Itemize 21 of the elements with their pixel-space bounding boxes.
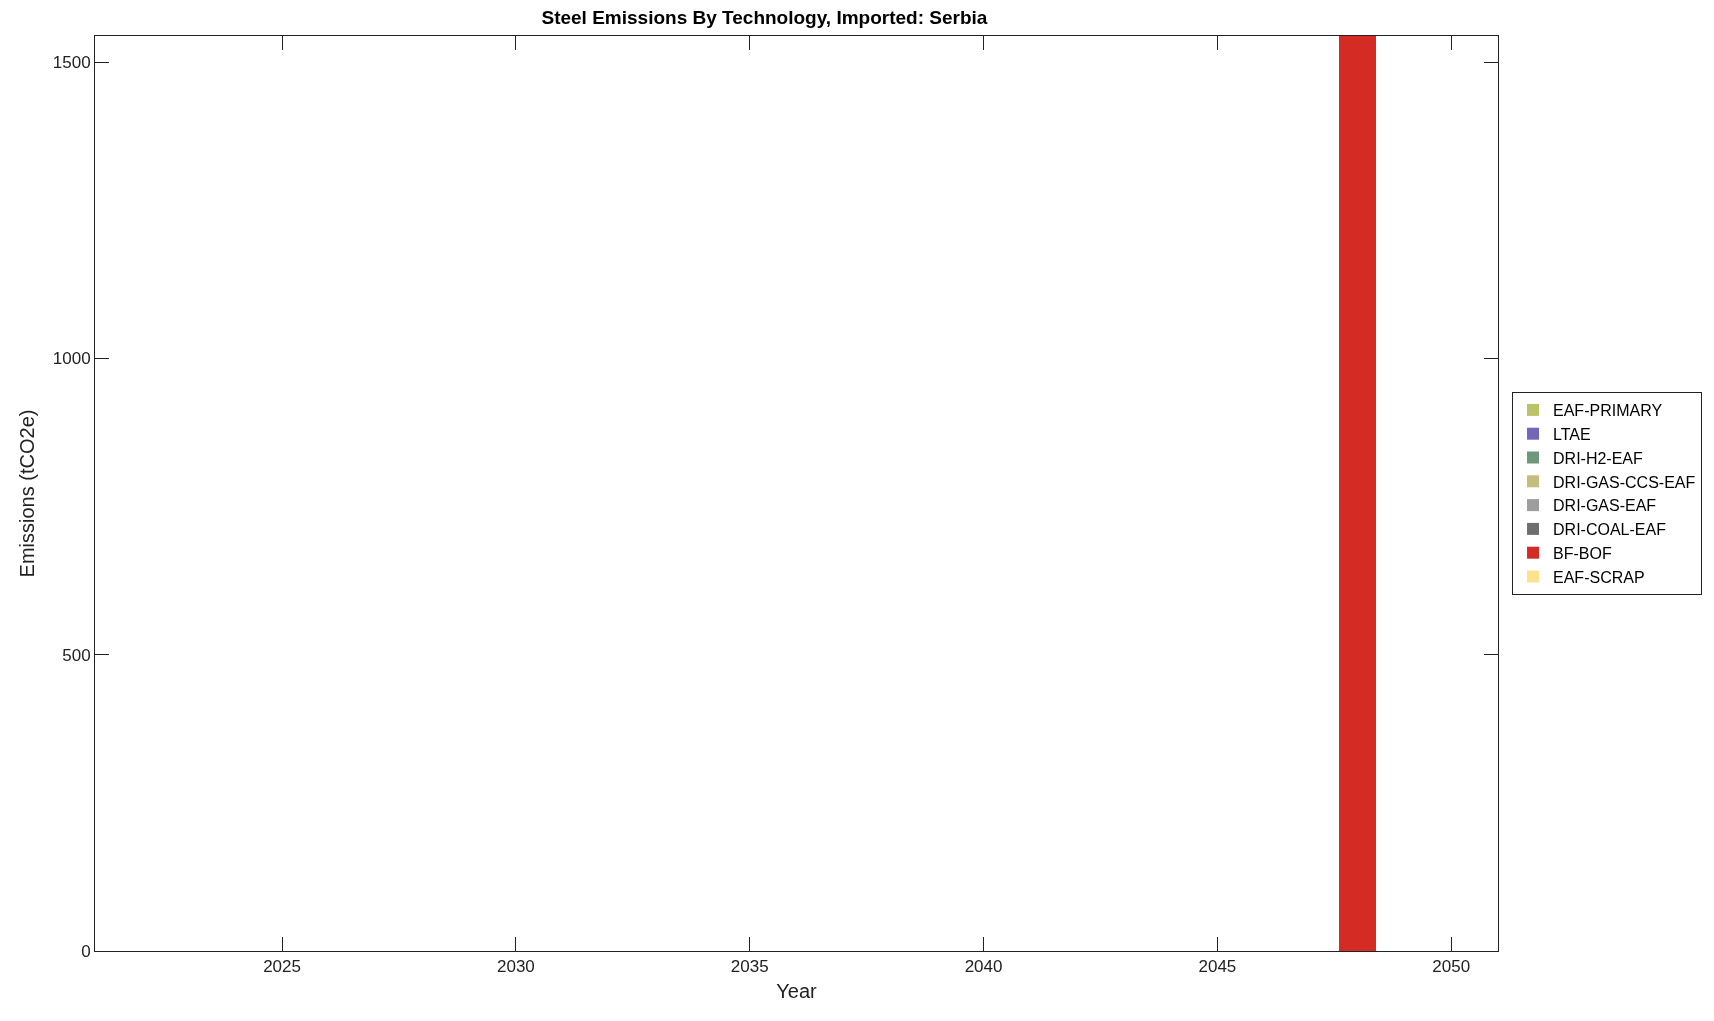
x-tick-label: 2050	[1432, 957, 1471, 977]
x-tick-label: 2045	[1198, 957, 1237, 977]
legend-label: DRI-COAL-EAF	[1553, 521, 1667, 539]
x-tick-label: 2040	[964, 957, 1003, 977]
legend-label: DRI-GAS-EAF	[1553, 497, 1657, 515]
y-tick-label: 1000	[52, 349, 91, 369]
legend-label: EAF-SCRAP	[1553, 568, 1645, 586]
x-tick-label: 2035	[730, 957, 769, 977]
legend-label: BF-BOF	[1553, 544, 1612, 562]
legend-label: LTAE	[1553, 425, 1591, 443]
legend-label: EAF-PRIMARY	[1553, 402, 1663, 420]
y-tick-label: 1500	[52, 53, 91, 73]
legend-label: DRI-H2-EAF	[1553, 449, 1644, 467]
x-tick-label: 2030	[496, 957, 535, 977]
y-axis-title: Emissions (tCO2e)	[16, 409, 39, 578]
y-tick-label: 500	[62, 645, 91, 665]
chart-title: Steel Emissions By Technology, Imported: Serbia	[541, 6, 988, 28]
x-axis-title: Year	[776, 979, 818, 1002]
legend-label: DRI-GAS-CCS-EAF	[1553, 473, 1696, 491]
x-tick-label: 2025	[263, 957, 301, 977]
y-tick-label: 0	[81, 941, 91, 961]
